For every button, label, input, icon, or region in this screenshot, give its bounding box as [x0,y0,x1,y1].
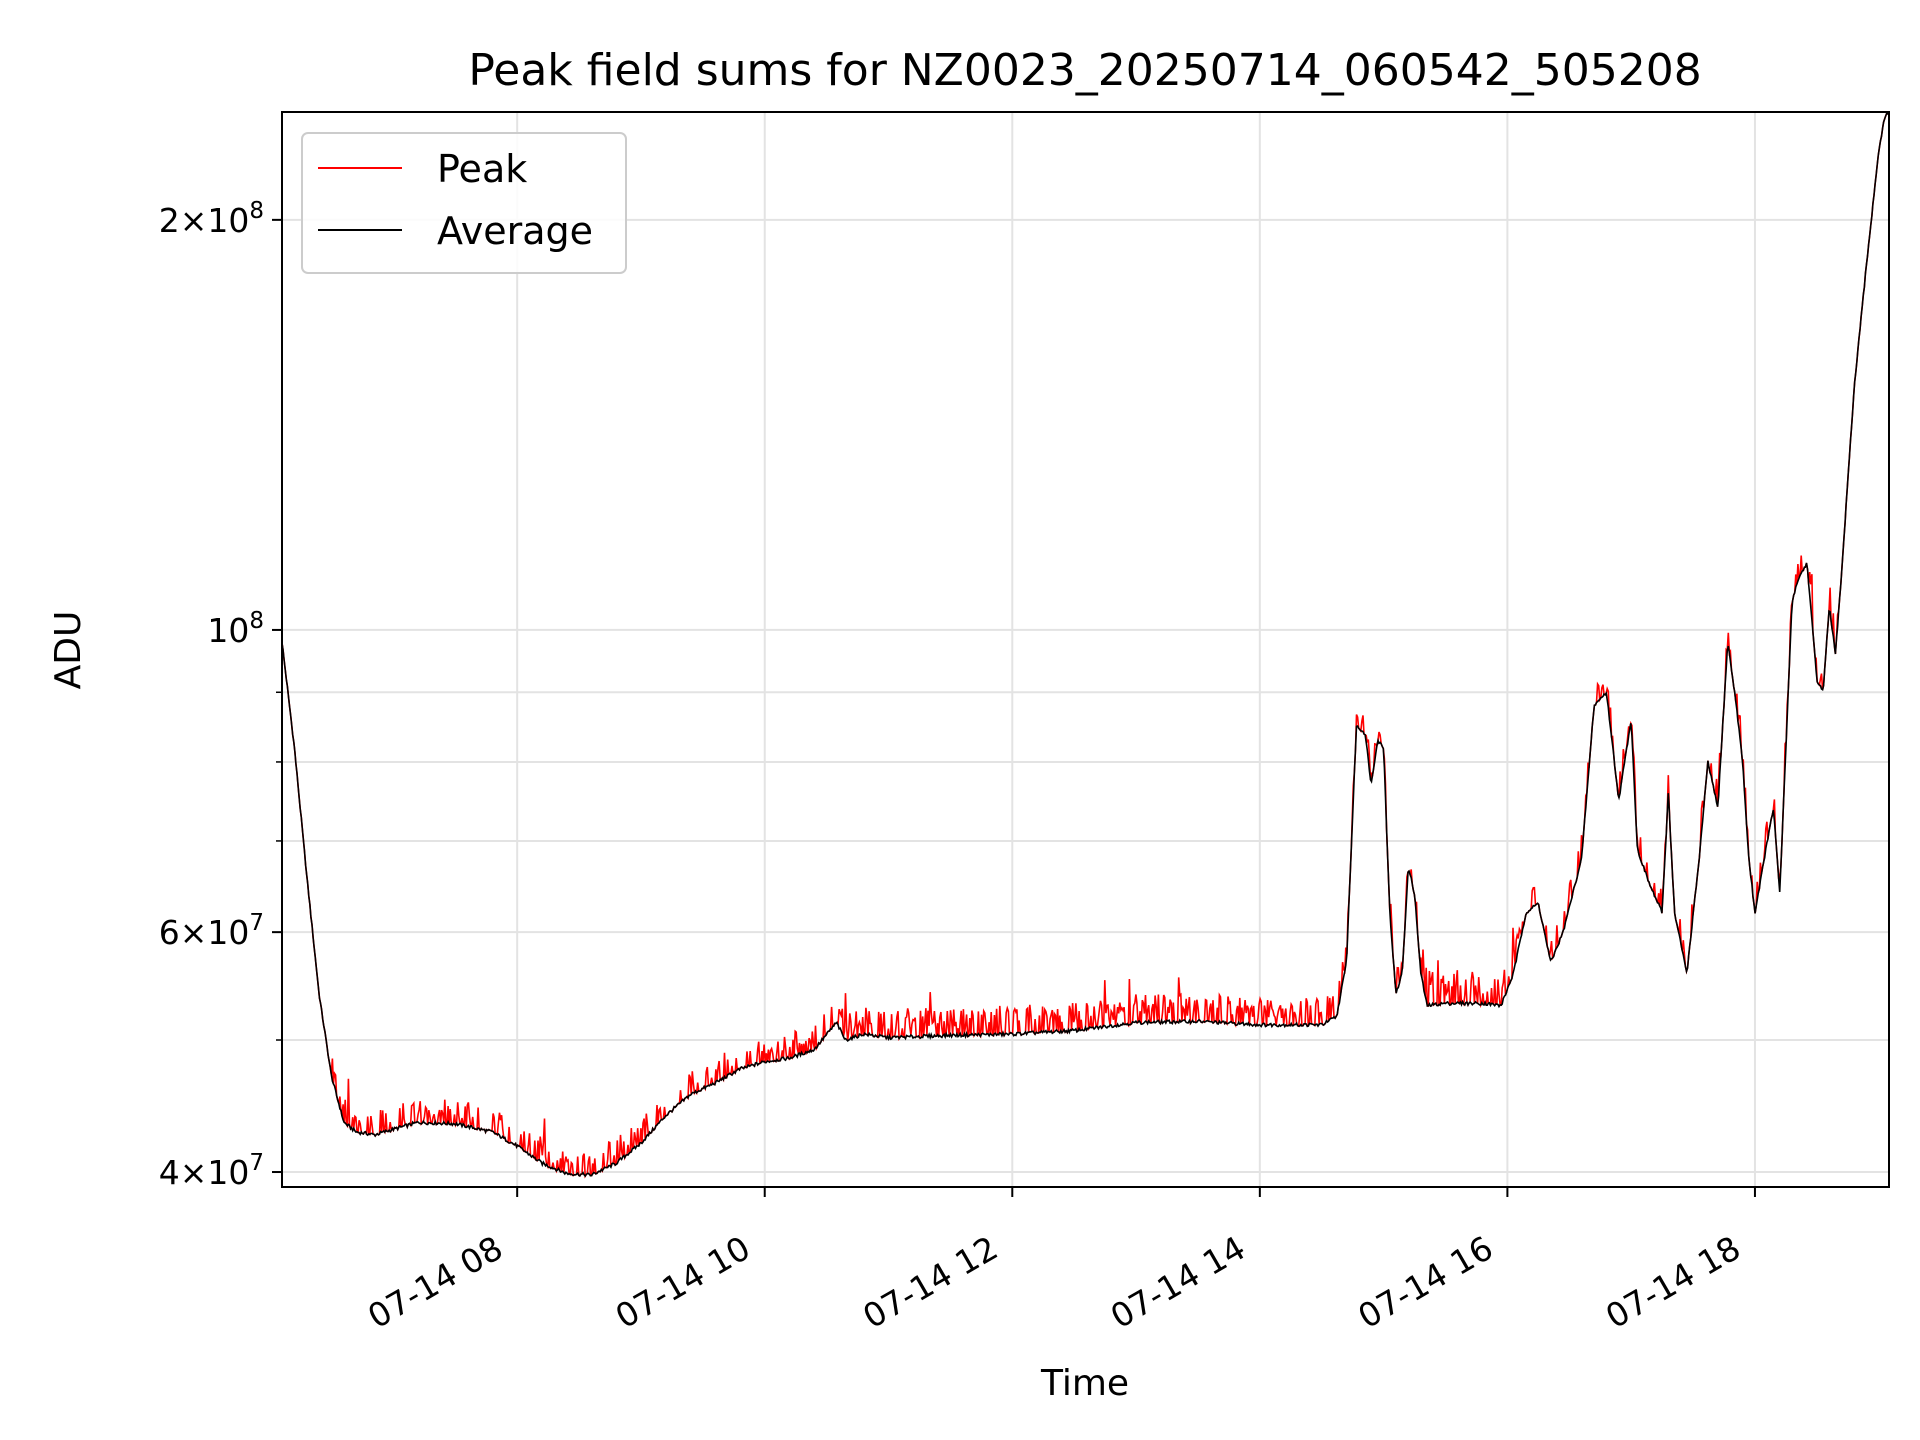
plot-frame [281,111,1890,1188]
y-tick-label: 108 [207,608,264,650]
y-axis-title: ADU [48,611,89,690]
y-axis: 4×107 6×107 108 2×108 [159,198,282,1192]
series-average-line [281,111,1890,1178]
legend-average-label: Average [437,209,593,253]
y-tick-label: 4×107 [159,1150,264,1192]
y-tick-label: 2×108 [159,198,264,240]
y-tick-label: 6×107 [159,910,264,952]
legend-peak-label: Peak [437,147,527,191]
x-axis-title: Time [1040,1363,1129,1404]
grid-lines [282,112,1889,1187]
legend: Peak Average [301,132,627,274]
series-layer [281,111,1890,1179]
chart-title: Peak field sums for NZ0023_20250714_0605… [468,45,1701,96]
